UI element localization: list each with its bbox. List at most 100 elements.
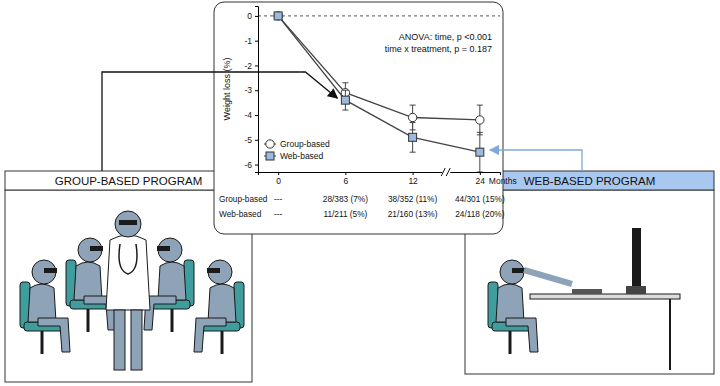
x-tick: 12: [408, 172, 418, 186]
desk: [530, 294, 680, 299]
person: [194, 260, 244, 354]
x-axis-title: Months: [489, 176, 517, 186]
y-tick: -1: [244, 36, 258, 46]
chair-leg: [87, 309, 90, 332]
glasses: [90, 246, 103, 251]
arm: [524, 270, 572, 284]
chair-leg: [41, 331, 44, 354]
glasses: [44, 268, 57, 273]
y-tick: -4: [244, 110, 258, 120]
head: [500, 260, 524, 284]
x-tick-mark: [345, 172, 346, 175]
data-point: [476, 116, 484, 124]
chair-leg: [509, 331, 512, 354]
desk-leg: [669, 299, 671, 370]
table: Group-based --- 28/383 (7%) 38/352 (11%) 44/…: [219, 194, 505, 219]
head: [78, 238, 102, 262]
monitor-stand: [626, 286, 646, 294]
glasses: [119, 220, 137, 225]
y-tick-mark: [255, 115, 258, 116]
panel-title: GROUP-BASED PROGRAM: [55, 175, 203, 187]
series-line: [278, 16, 480, 152]
data-point: [476, 148, 484, 156]
legs: [38, 318, 70, 352]
table-cell: 38/352 (11%): [388, 194, 437, 204]
x-tick-mark: [278, 172, 279, 175]
keyboard: [572, 289, 602, 294]
axis-break: [441, 168, 450, 176]
chair-leg: [171, 309, 174, 332]
x-axis-line: [259, 173, 501, 176]
y-tick: 0: [247, 11, 258, 21]
y-tick-mark: [255, 41, 258, 42]
y-tick-label: -2: [244, 61, 252, 71]
y-tick-mark: [255, 65, 258, 66]
legs: [506, 318, 538, 352]
table-cell: 21/160 (13%): [388, 209, 438, 219]
body: [208, 284, 236, 322]
head: [158, 238, 182, 262]
break-mark: [441, 168, 445, 176]
person: [144, 238, 194, 332]
break-gap: [442, 169, 450, 175]
plot-area: [274, 12, 484, 172]
y-tick-mark: [255, 165, 258, 166]
person: [20, 260, 70, 354]
table-cell: ---: [274, 209, 283, 219]
data-point: [274, 12, 282, 20]
body: [158, 262, 186, 300]
table-cell: 11/211 (5%): [323, 209, 367, 219]
x-tick-label: 24: [476, 176, 486, 186]
x-tick-label: 0: [276, 176, 281, 186]
y-tick-label: -4: [244, 110, 252, 120]
arrow: [102, 72, 300, 171]
x-tick: 24: [476, 172, 486, 186]
x-tick: 0: [276, 172, 281, 186]
x-tick-mark: [413, 172, 414, 175]
table-row-label: Group-based: [219, 194, 268, 204]
leg: [131, 310, 142, 370]
break-mark: [446, 168, 450, 176]
chair-leg: [221, 331, 224, 354]
table-cell: ---: [274, 194, 283, 204]
figure: GROUP-BASED PROGRAM WEB-BASED PROGRAM 0 -1 -…: [0, 0, 720, 386]
panel-title: WEB-BASED PROGRAM: [524, 175, 656, 187]
series-line: [278, 16, 480, 120]
error-bar: [342, 90, 348, 110]
glasses: [207, 268, 220, 273]
head: [208, 260, 232, 284]
y-axis-title: Weight loss (%): [222, 58, 232, 121]
table-cell: 28/383 (7%): [323, 194, 368, 204]
y-tick: -2: [244, 61, 258, 71]
head: [115, 211, 141, 237]
stethoscope: [119, 244, 137, 274]
y-tick-mark: [255, 90, 258, 91]
arrow: [490, 150, 582, 171]
legend-marker: [266, 152, 274, 160]
data-point: [274, 12, 282, 20]
head: [32, 260, 56, 284]
doctor: [106, 211, 150, 370]
glasses: [512, 268, 525, 273]
table-row-label: Web-based: [219, 209, 262, 219]
y-axis-line: [255, 7, 259, 173]
table-cell: 24/118 (20%): [455, 209, 504, 219]
body: [496, 284, 524, 322]
y-tick-label: -6: [244, 160, 252, 170]
data-point: [409, 133, 417, 141]
body: [74, 262, 102, 300]
y-tick: -6: [244, 160, 258, 170]
y-tick-label: 0: [247, 11, 252, 21]
x-tick: 6: [344, 172, 349, 186]
legend-label: Web-based: [280, 151, 324, 161]
arrow: [300, 72, 337, 98]
glasses: [157, 246, 170, 251]
body: [28, 284, 56, 322]
table-cell: 44/301 (15%): [455, 194, 505, 204]
x-tick-mark: [480, 172, 481, 175]
coat: [106, 235, 150, 310]
legend-label: Group-based: [280, 139, 330, 149]
y-tick-label: -1: [244, 36, 252, 46]
y-axis: 0-1-2-3-4-5-6: [244, 7, 258, 173]
y-tick-mark: [255, 140, 258, 141]
